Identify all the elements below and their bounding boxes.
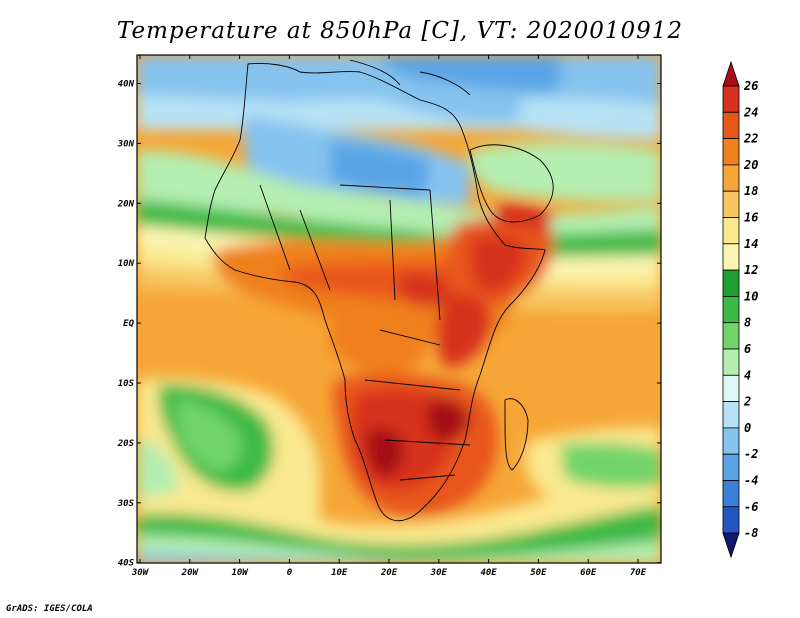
colorbar-bottom-arrow [722, 532, 740, 559]
colorbar-swatch [722, 453, 740, 481]
chart-title: Temperature at 850hPa [C], VT: 202001091… [116, 18, 684, 44]
lon-tick-label: 20W [181, 568, 200, 578]
colorbar-swatch [722, 506, 740, 534]
credit-text: GrADS: IGES/COLA [6, 604, 93, 614]
lon-tick-label: 20E [380, 568, 398, 578]
colorbar-swatch [722, 269, 740, 297]
colorbar-label: 8 [744, 316, 751, 330]
colorbar-swatch [722, 243, 740, 271]
lat-tick-label: 30N [117, 139, 135, 149]
lat-tick-label: 10S [118, 379, 135, 389]
colorbar-label: 16 [744, 211, 758, 225]
colorbar-label: -8 [744, 526, 758, 540]
colorbar-swatch [722, 138, 740, 166]
colorbar-label: 10 [744, 289, 758, 303]
colorbar-label: -6 [744, 500, 758, 514]
temperature-field [137, 55, 661, 563]
colorbar-swatch [722, 427, 740, 455]
lat-tick-label: 10N [118, 259, 135, 269]
lat-tick-label: 40S [118, 559, 135, 569]
map-frame [136, 54, 662, 564]
colorbar-swatch [722, 322, 740, 350]
colorbar-label: 6 [744, 342, 751, 356]
colorbar-label: 20 [743, 158, 758, 172]
map-axes: 30W 20W 10W 0 10E 20E 30E 40E 50E 60E 70E 40N 30N 20N… [117, 54, 662, 578]
colorbar-swatch [722, 85, 740, 113]
colorbar-swatch [722, 295, 740, 324]
lat-tick-label: 20S [117, 439, 135, 449]
colorbar-label: 24 [743, 105, 758, 119]
colorbar-swatch [722, 480, 740, 508]
lon-tick-label: 30W [131, 568, 150, 578]
colorbar-swatch [722, 164, 740, 192]
lat-tick-label: 40N [118, 80, 135, 90]
colorbar-swatch [722, 374, 740, 402]
lon-tick-label: 70E [630, 568, 647, 578]
colorbar-swatch [722, 217, 740, 245]
lat-tick-label: 20N [117, 199, 135, 209]
lat-tick-label: 30S [117, 499, 135, 509]
colorbar-swatch [722, 348, 740, 376]
colorbar-swatch [722, 190, 740, 218]
colorbar-label: 14 [744, 237, 758, 251]
colorbar-label: -4 [744, 474, 758, 488]
lon-tick-label: 40E [480, 568, 497, 578]
colorbar-swatch [722, 401, 740, 429]
colorbar-label: 22 [743, 132, 758, 146]
lon-tick-label: 30E [430, 568, 448, 578]
lon-tick-label: 10E [331, 568, 348, 578]
lon-tick-label: 0 [287, 568, 293, 578]
coastlines [204, 59, 554, 522]
colorbar-label: 18 [744, 184, 758, 198]
colorbar-label: 4 [744, 368, 751, 382]
lon-tick-label: 60E [580, 568, 597, 578]
lat-tick-label: EQ [123, 319, 134, 329]
colorbar-label: 26 [743, 79, 758, 93]
lon-tick-label: 10W [231, 568, 249, 578]
colorbar-swatch [722, 111, 740, 140]
colorbar-label: 12 [744, 263, 758, 277]
colorbar-label: -2 [744, 447, 758, 461]
colorbar-label: 0 [744, 421, 751, 435]
colorbar-label: 2 [743, 395, 751, 409]
lon-tick-label: 50E [530, 568, 547, 578]
colorbar-top-arrow [722, 60, 740, 87]
